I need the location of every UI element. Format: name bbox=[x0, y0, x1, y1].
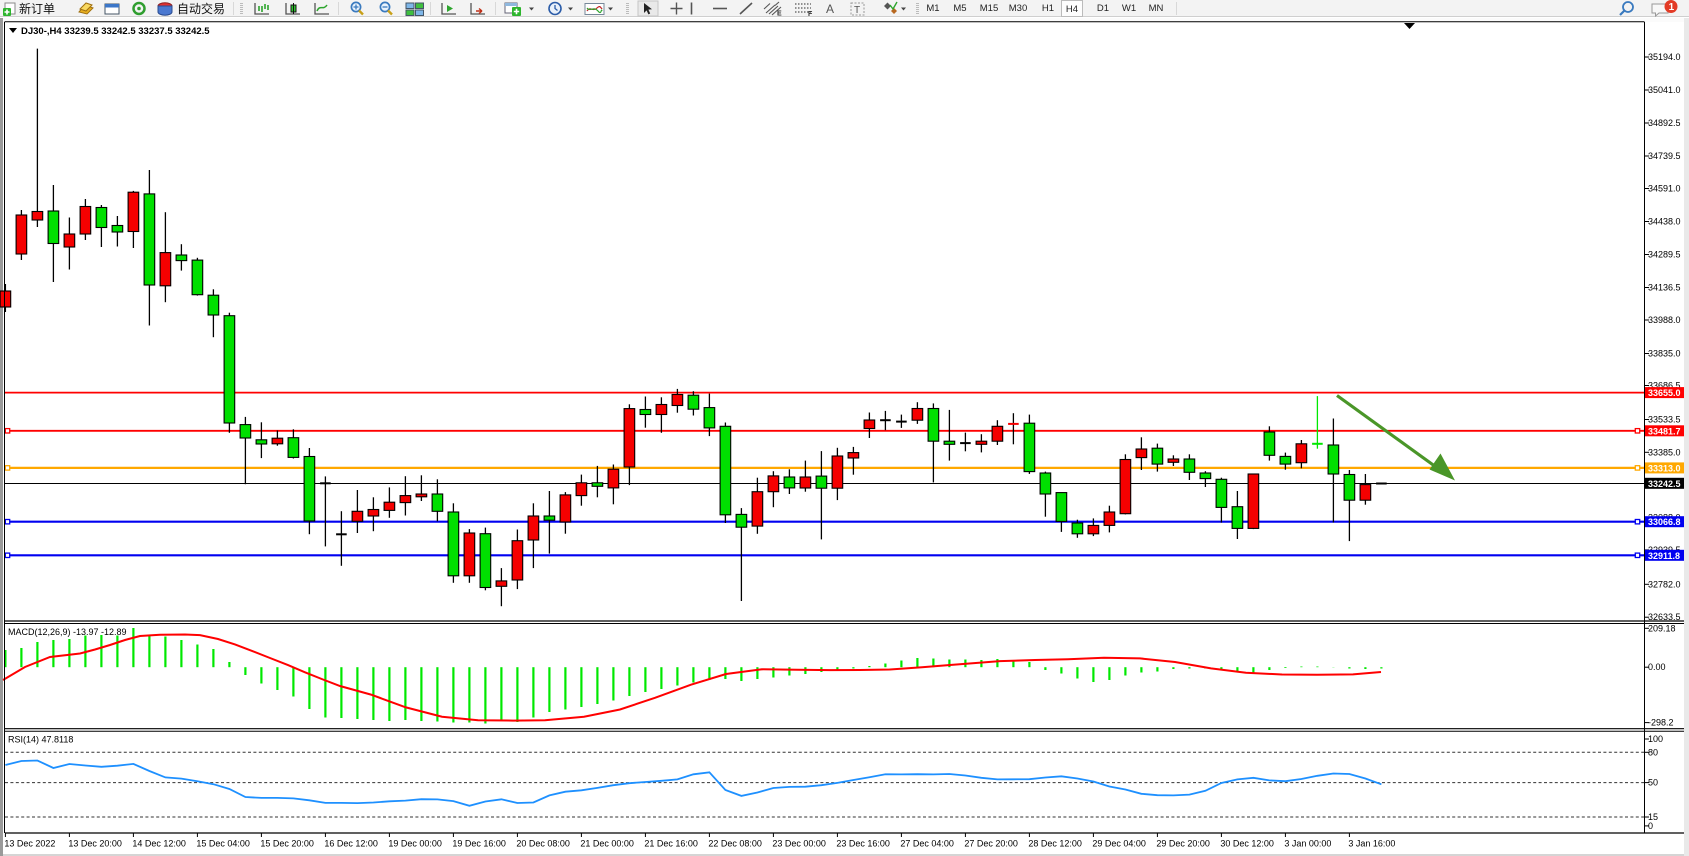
svg-text:34438.0: 34438.0 bbox=[1648, 217, 1681, 227]
svg-text:33313.0: 33313.0 bbox=[1648, 463, 1681, 473]
svg-text:80: 80 bbox=[1648, 747, 1658, 757]
svg-text:0: 0 bbox=[1648, 821, 1653, 831]
svg-text:13 Dec 20:00: 13 Dec 20:00 bbox=[68, 839, 122, 849]
svg-text:A: A bbox=[826, 2, 834, 16]
svg-text:34289.5: 34289.5 bbox=[1648, 250, 1681, 260]
svg-text:0.00: 0.00 bbox=[1648, 662, 1666, 672]
svg-text:13 Dec 2022: 13 Dec 2022 bbox=[4, 839, 55, 849]
svg-text:30 Dec 12:00: 30 Dec 12:00 bbox=[1220, 839, 1274, 849]
svg-text:MACD(12,26,9) -13.97 -12.89: MACD(12,26,9) -13.97 -12.89 bbox=[8, 627, 127, 637]
svg-text:33066.8: 33066.8 bbox=[1648, 517, 1681, 527]
svg-text:3 Jan 00:00: 3 Jan 00:00 bbox=[1284, 839, 1331, 849]
svg-text:32633.5: 32633.5 bbox=[1648, 612, 1681, 622]
svg-text:34892.5: 34892.5 bbox=[1648, 118, 1681, 128]
svg-text:T: T bbox=[854, 5, 860, 16]
svg-text:-298.2: -298.2 bbox=[1648, 718, 1674, 728]
svg-text:33242.5: 33242.5 bbox=[1648, 479, 1681, 489]
svg-text:16 Dec 12:00: 16 Dec 12:00 bbox=[324, 839, 378, 849]
svg-text:209.18: 209.18 bbox=[1648, 623, 1676, 633]
svg-text:35041.0: 35041.0 bbox=[1648, 85, 1681, 95]
svg-text:DJ30-,H4 33239.5 33242.5 3323: DJ30-,H4 33239.5 33242.5 33237.5 33242.5 bbox=[21, 26, 210, 37]
svg-text:35194.0: 35194.0 bbox=[1648, 52, 1681, 62]
svg-text:15: 15 bbox=[1648, 812, 1658, 822]
svg-text:33835.0: 33835.0 bbox=[1648, 349, 1681, 359]
svg-text:1: 1 bbox=[1669, 2, 1675, 13]
svg-text:33533.5: 33533.5 bbox=[1648, 415, 1681, 425]
svg-text:21 Dec 16:00: 21 Dec 16:00 bbox=[644, 839, 698, 849]
svg-text:20 Dec 08:00: 20 Dec 08:00 bbox=[516, 839, 570, 849]
svg-text:32911.8: 32911.8 bbox=[1648, 551, 1680, 561]
svg-text:29 Dec 04:00: 29 Dec 04:00 bbox=[1092, 839, 1146, 849]
svg-text:F: F bbox=[808, 11, 813, 18]
svg-text:19 Dec 00:00: 19 Dec 00:00 bbox=[388, 839, 442, 849]
svg-text:27 Dec 04:00: 27 Dec 04:00 bbox=[900, 839, 954, 849]
svg-text:29 Dec 20:00: 29 Dec 20:00 bbox=[1156, 839, 1210, 849]
svg-text:34136.5: 34136.5 bbox=[1648, 283, 1681, 293]
svg-text:100: 100 bbox=[1648, 734, 1663, 744]
svg-text:RSI(14) 47.8118: RSI(14) 47.8118 bbox=[8, 735, 73, 745]
svg-text:34739.5: 34739.5 bbox=[1648, 151, 1681, 161]
svg-text:33481.7: 33481.7 bbox=[1648, 426, 1681, 436]
svg-text:14 Dec 12:00: 14 Dec 12:00 bbox=[132, 839, 186, 849]
svg-text:33655.0: 33655.0 bbox=[1648, 388, 1681, 398]
svg-text:28 Dec 12:00: 28 Dec 12:00 bbox=[1028, 839, 1082, 849]
svg-text:33385.0: 33385.0 bbox=[1648, 447, 1681, 457]
svg-text:33988.0: 33988.0 bbox=[1648, 315, 1681, 325]
svg-text:19 Dec 16:00: 19 Dec 16:00 bbox=[452, 839, 506, 849]
svg-text:23 Dec 00:00: 23 Dec 00:00 bbox=[772, 839, 826, 849]
svg-text:50: 50 bbox=[1648, 778, 1658, 788]
svg-text:23 Dec 16:00: 23 Dec 16:00 bbox=[836, 839, 890, 849]
svg-text:15 Dec 20:00: 15 Dec 20:00 bbox=[260, 839, 314, 849]
svg-text:34591.0: 34591.0 bbox=[1648, 184, 1681, 194]
svg-text:33686.5: 33686.5 bbox=[1648, 381, 1681, 391]
svg-text:21 Dec 00:00: 21 Dec 00:00 bbox=[580, 839, 634, 849]
svg-text:3 Jan 16:00: 3 Jan 16:00 bbox=[1348, 839, 1395, 849]
svg-text:E: E bbox=[777, 11, 782, 18]
svg-text:15 Dec 04:00: 15 Dec 04:00 bbox=[196, 839, 250, 849]
svg-text:32782.0: 32782.0 bbox=[1648, 579, 1681, 589]
svg-text:22 Dec 08:00: 22 Dec 08:00 bbox=[708, 839, 762, 849]
svg-text:27 Dec 20:00: 27 Dec 20:00 bbox=[964, 839, 1018, 849]
